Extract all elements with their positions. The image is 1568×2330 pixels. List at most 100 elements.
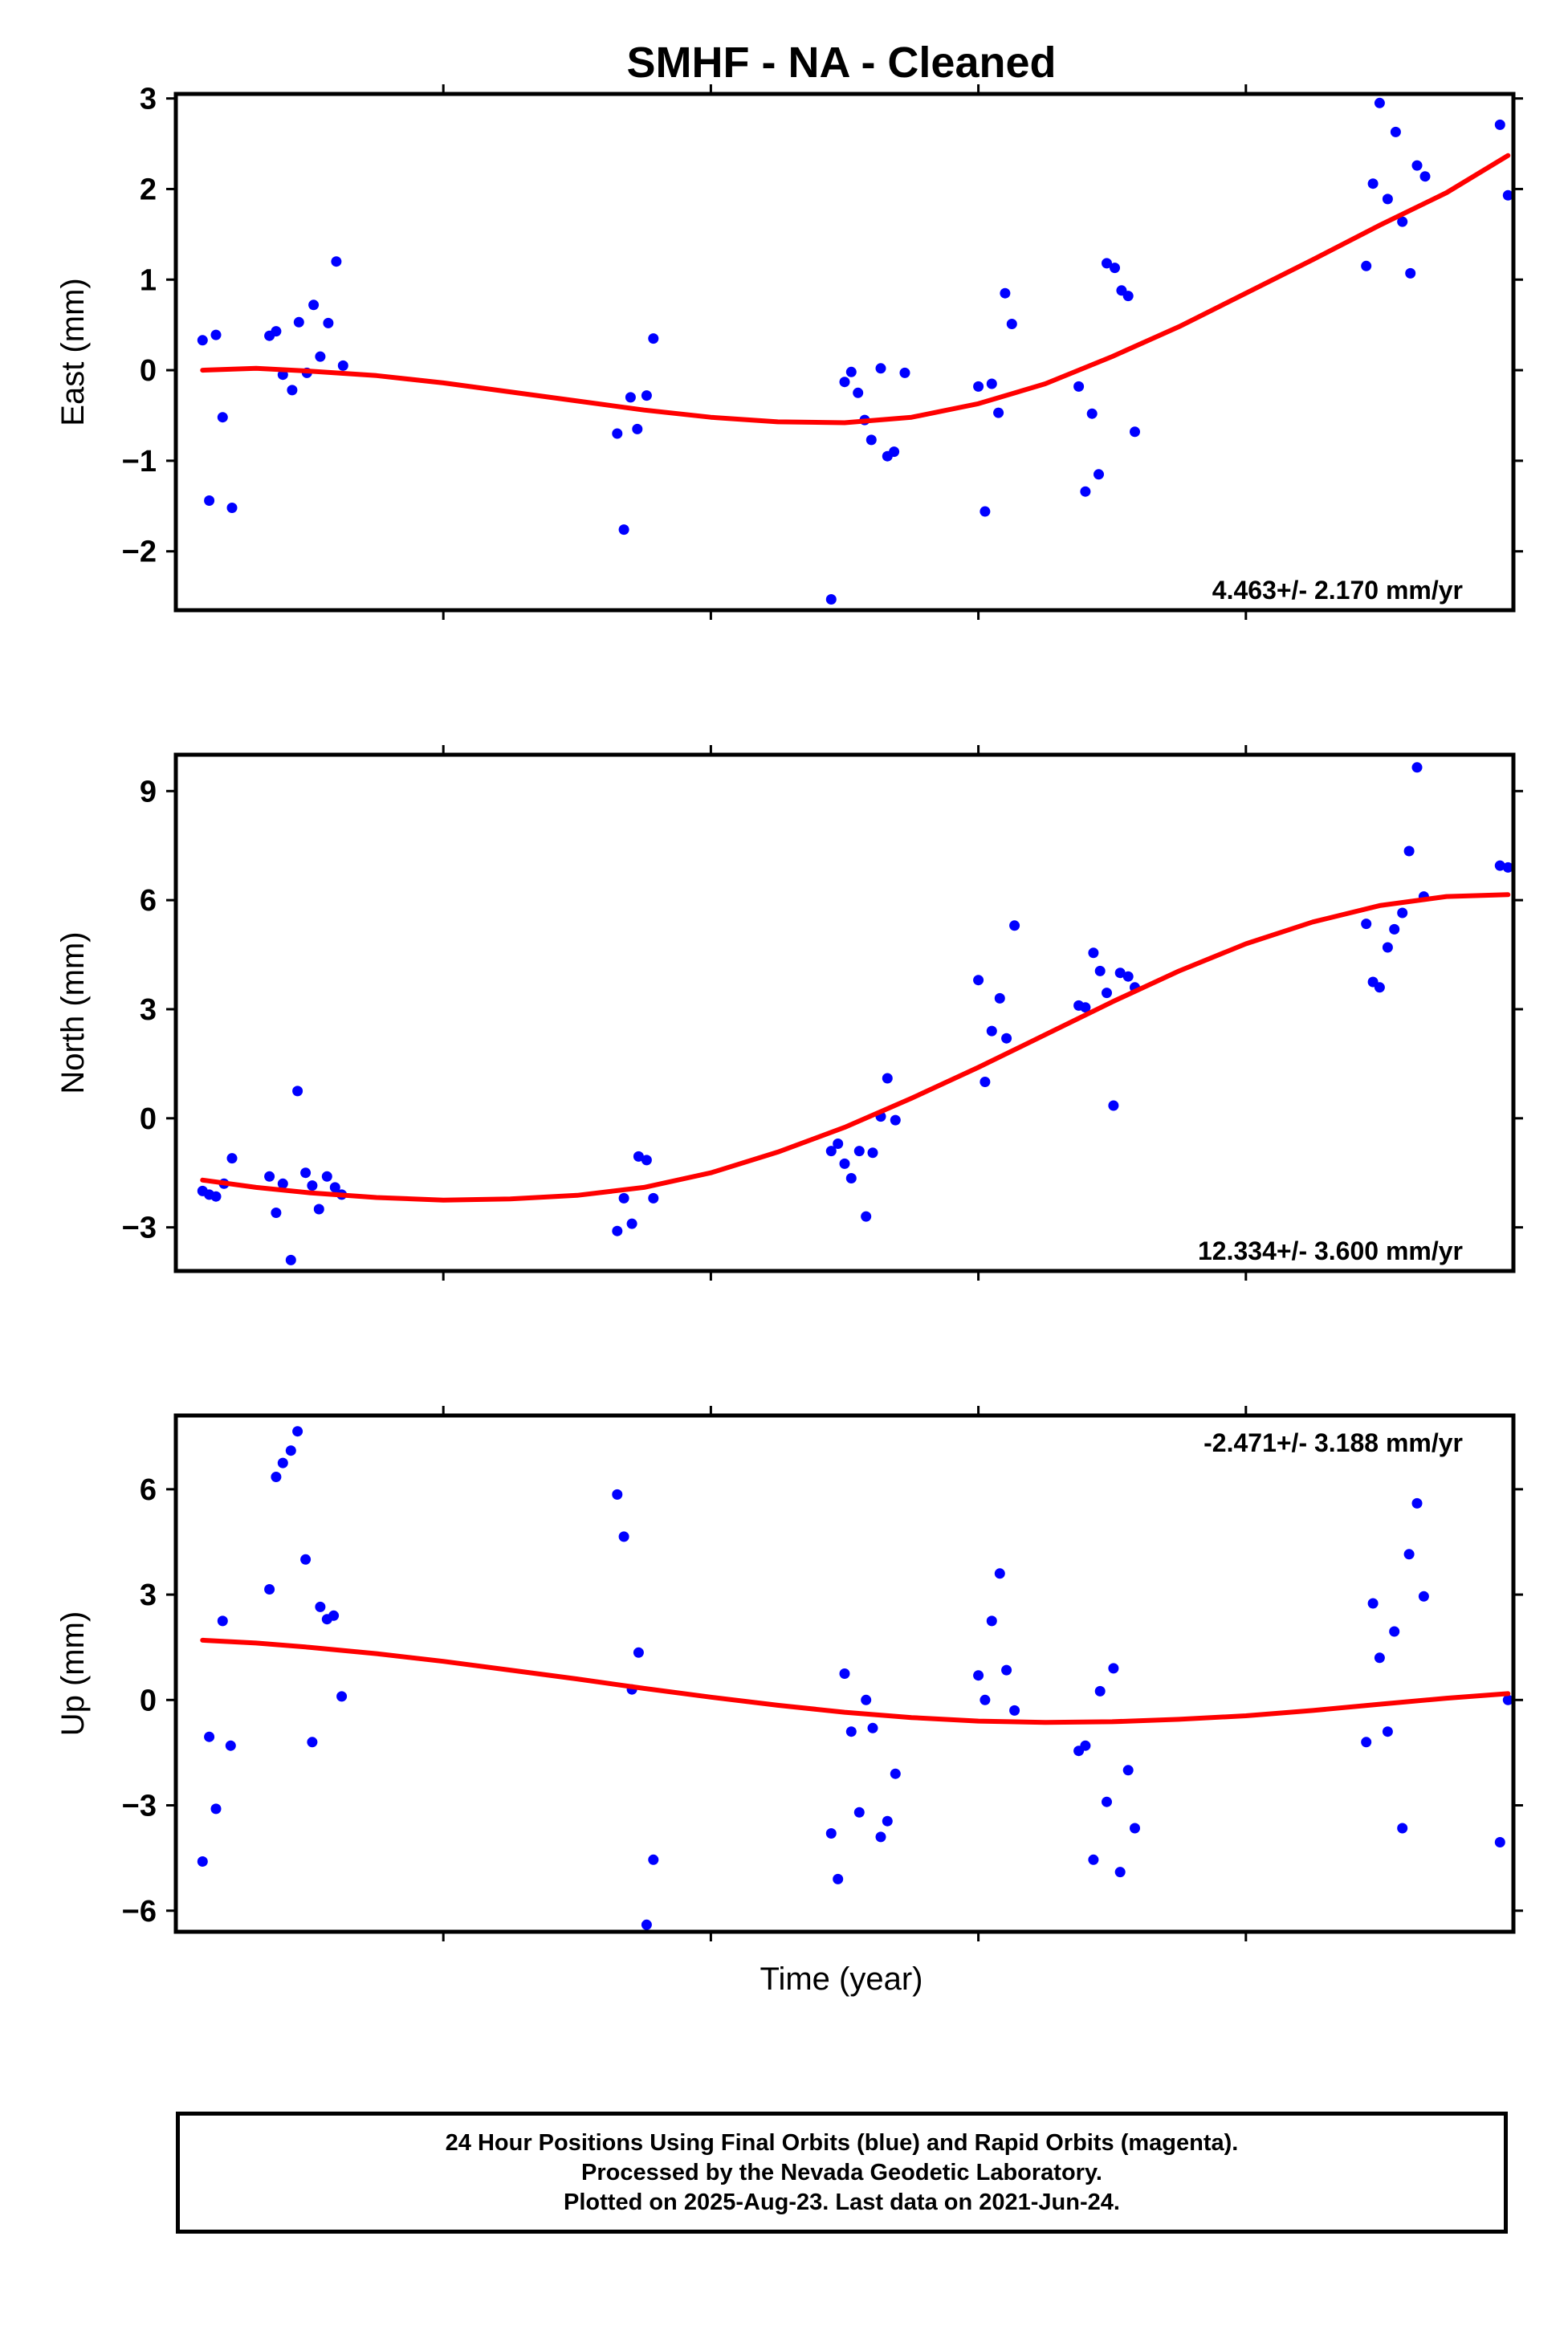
east-data-point <box>315 351 326 362</box>
east-data-point <box>1397 216 1408 227</box>
up-data-point <box>285 1445 296 1456</box>
east-data-point <box>1390 126 1401 137</box>
footer-line-plot-dates: Plotted on 2025-Aug-23. Last data on 202… <box>564 2189 1120 2215</box>
up-data-point <box>1374 1652 1385 1664</box>
north-data-point <box>307 1180 318 1191</box>
east-data-point <box>632 423 643 434</box>
north-data-point <box>882 1073 893 1084</box>
north-data-point <box>633 1151 644 1162</box>
north-data-point <box>1009 920 1020 931</box>
up-data-point <box>1088 1854 1099 1865</box>
north-data-point <box>1374 982 1385 993</box>
up-data-point <box>271 1472 282 1482</box>
up-data-point <box>890 1768 901 1779</box>
east-data-point <box>197 335 208 346</box>
north-data-point <box>986 1025 997 1037</box>
footer-line-orbits: 24 Hour Positions Using Final Orbits (bl… <box>445 2129 1239 2156</box>
north-data-point <box>226 1153 238 1164</box>
up-data-point <box>641 1919 652 1930</box>
up-data-point <box>210 1803 222 1815</box>
east-data-point <box>1367 178 1379 189</box>
east-data-point <box>337 360 348 371</box>
north-y-tick-label: 6 <box>140 884 157 918</box>
east-data-point <box>1073 381 1085 392</box>
north-data-point <box>1397 907 1408 919</box>
up-data-point <box>315 1601 326 1612</box>
north-data-point <box>1361 919 1372 930</box>
east-data-point <box>1502 189 1513 201</box>
north-data-point <box>292 1086 303 1097</box>
up-data-point <box>307 1737 318 1748</box>
up-data-point <box>1389 1626 1400 1637</box>
up-data-point <box>292 1426 303 1437</box>
up-velocity-label: -2.471+/- 3.188 mm/yr <box>1203 1428 1463 1457</box>
chart-figure: SMHF - NA - Cleaned 3 2 1 0 −1 −2 East (mm) 4.4… <box>55 39 1523 1997</box>
up-data-point <box>204 1731 215 1742</box>
up-data-point <box>217 1615 228 1627</box>
north-data-point <box>867 1147 878 1159</box>
up-data-point <box>875 1831 886 1843</box>
north-velocity-label: 12.334+/- 3.600 mm/yr <box>1198 1236 1463 1265</box>
east-data-point <box>1382 193 1393 205</box>
north-data-point <box>845 1173 857 1183</box>
up-data-point <box>1418 1591 1429 1602</box>
up-y-axis-label: Up (mm) <box>55 1611 91 1737</box>
up-data-point <box>986 1615 997 1627</box>
east-data-point <box>1110 263 1120 274</box>
up-data-point <box>1411 1497 1423 1509</box>
up-data-point <box>861 1694 872 1705</box>
east-y-tick-label: −2 <box>122 536 157 569</box>
east-data-point <box>226 503 238 513</box>
east-data-point <box>986 378 997 389</box>
north-data-point <box>300 1167 312 1179</box>
north-y-tick-label: 9 <box>140 775 157 809</box>
north-data-point <box>890 1114 901 1126</box>
up-data-point <box>994 1568 1005 1579</box>
up-data-point <box>1114 1867 1126 1878</box>
east-data-point <box>210 329 222 340</box>
east-data-point <box>323 317 334 328</box>
north-data-point <box>641 1155 652 1166</box>
north-data-point <box>618 1192 629 1204</box>
east-y-tick-label: 0 <box>140 354 157 388</box>
east-data-point <box>1374 97 1385 108</box>
north-data-point <box>313 1204 324 1215</box>
up-data-point <box>264 1584 275 1595</box>
north-plot-frame <box>173 752 1516 1273</box>
east-y-tick-label: 3 <box>140 83 157 116</box>
north-data-point <box>626 1218 637 1229</box>
up-data-point <box>1367 1598 1379 1609</box>
east-velocity-label: 4.463+/- 2.170 mm/yr <box>1212 576 1463 605</box>
east-data-point <box>1122 291 1134 302</box>
up-data-point <box>839 1668 850 1679</box>
east-data-point <box>865 434 877 446</box>
north-data-point <box>264 1171 275 1182</box>
east-y-tick-label: 2 <box>140 173 157 206</box>
up-data-point <box>1108 1663 1119 1674</box>
north-data-point <box>839 1158 850 1169</box>
east-data-point <box>973 381 984 392</box>
panel-up: 6 3 0 −3 −6 Up (mm) -2.471+/- 3.188 mm/yr <box>55 1406 1523 1941</box>
east-data-point <box>1094 469 1104 480</box>
east-data-point <box>1405 267 1416 279</box>
east-data-point <box>648 333 659 344</box>
east-data-point <box>899 367 910 378</box>
north-data-point <box>1122 971 1134 982</box>
east-data-point <box>979 506 991 517</box>
east-data-point <box>618 524 629 536</box>
up-data-point <box>277 1457 288 1468</box>
east-data-point <box>308 299 320 311</box>
up-data-point <box>1094 1685 1106 1697</box>
east-data-point <box>825 594 837 605</box>
up-data-point <box>825 1828 837 1839</box>
up-y-tick-label: 6 <box>140 1473 157 1507</box>
up-data-point <box>1382 1726 1393 1737</box>
east-data-point <box>217 412 228 423</box>
footer-line-processed-by: Processed by the Nevada Geodetic Laborat… <box>581 2159 1102 2185</box>
east-data-point <box>993 407 1004 418</box>
north-y-axis-label: North (mm) <box>55 931 91 1094</box>
east-data-point <box>293 316 304 328</box>
east-data-point <box>1080 486 1091 497</box>
north-trend-curve <box>200 892 1511 1203</box>
north-data-point <box>833 1139 844 1149</box>
